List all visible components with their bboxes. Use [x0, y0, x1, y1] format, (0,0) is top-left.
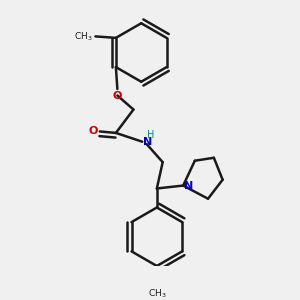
Text: O: O	[113, 91, 122, 100]
Text: CH$_3$: CH$_3$	[148, 287, 166, 300]
Text: N: N	[184, 181, 193, 190]
Text: N: N	[143, 137, 152, 147]
Text: CH$_3$: CH$_3$	[74, 30, 93, 43]
Text: H: H	[147, 130, 154, 140]
Text: O: O	[88, 127, 98, 136]
